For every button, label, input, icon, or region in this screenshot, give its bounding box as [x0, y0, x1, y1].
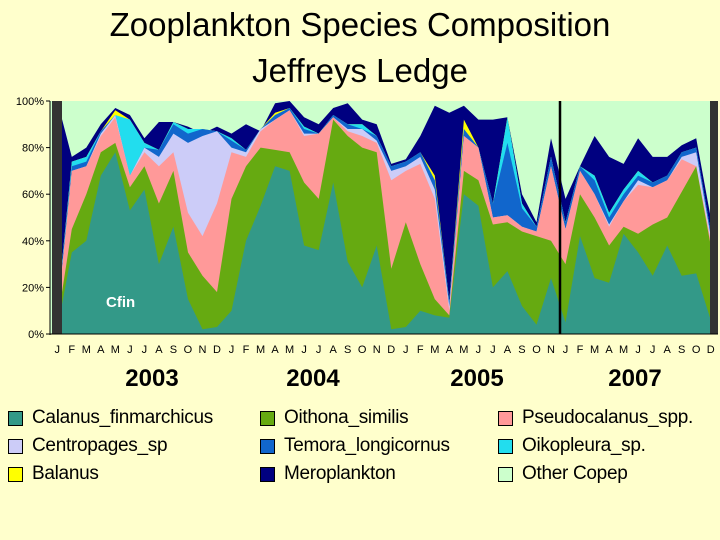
- legend-label: Oithona_similis: [284, 407, 409, 428]
- legend-label: Oikopleura_sp.: [522, 435, 646, 456]
- legend-swatch: [498, 410, 513, 426]
- legend-swatch: [8, 466, 23, 482]
- legend-label: Pseudocalanus_spp.: [522, 407, 694, 428]
- x-tick-label: A: [330, 344, 338, 356]
- x-tick-label: J: [403, 344, 409, 356]
- x-tick-label: M: [590, 344, 599, 356]
- legend-label: Temora_longicornus: [284, 435, 450, 456]
- x-tick-label: M: [430, 344, 439, 356]
- right-edge-bar: [710, 101, 718, 334]
- x-tick-label: J: [563, 344, 569, 356]
- x-tick-label: A: [504, 344, 512, 356]
- annotation-cfin: Cfin: [106, 294, 135, 311]
- x-tick-label: N: [547, 344, 555, 356]
- year-label: 2004: [286, 365, 340, 392]
- y-tick-label: 80%: [22, 143, 44, 155]
- legend-item-oikopleura-sp-: Oikopleura_sp.: [498, 434, 646, 458]
- x-tick-label: D: [707, 344, 715, 356]
- legend-swatch: [498, 466, 513, 482]
- x-tick-label: A: [97, 344, 105, 356]
- x-tick-label: M: [82, 344, 91, 356]
- legend-item-pseudocalanus-spp-: Pseudocalanus_spp.: [498, 406, 693, 430]
- x-tick-label: O: [692, 344, 701, 356]
- legend-item-temora-longicornus: Temora_longicornus: [260, 434, 450, 458]
- y-tick-label: 0%: [28, 329, 44, 341]
- x-tick-label: A: [155, 344, 163, 356]
- x-tick-label: M: [619, 344, 628, 356]
- area-oithona-similis: [57, 119, 711, 334]
- y-tick-label: 40%: [22, 236, 44, 248]
- x-tick-label: M: [111, 344, 120, 356]
- legend-label: Centropages_sp: [32, 435, 168, 456]
- x-tick-label: S: [518, 344, 525, 356]
- x-tick-label: D: [387, 344, 395, 356]
- x-tick-label: S: [170, 344, 177, 356]
- x-tick-label: O: [532, 344, 541, 356]
- x-tick-label: M: [256, 344, 265, 356]
- x-tick-label: J: [301, 344, 307, 356]
- legend-swatch: [8, 438, 23, 454]
- legend-item-meroplankton: Meroplankton: [260, 462, 396, 486]
- x-tick-label: M: [285, 344, 294, 356]
- x-tick-label: F: [68, 344, 75, 356]
- area-calanus-finmarchicus: [57, 152, 711, 334]
- x-tick-label: N: [373, 344, 381, 356]
- x-tick-label: A: [605, 344, 613, 356]
- x-tick-label: J: [490, 344, 496, 356]
- legend-swatch: [498, 438, 513, 454]
- x-tick-label: F: [243, 344, 250, 356]
- x-tick-label: A: [271, 344, 279, 356]
- y-tick-label: 100%: [16, 96, 44, 108]
- legend-swatch: [260, 466, 275, 482]
- y-tick-label: 60%: [22, 189, 44, 201]
- x-tick-label: O: [358, 344, 367, 356]
- x-tick-label: A: [446, 344, 454, 356]
- year-label: 2003: [125, 365, 178, 392]
- legend-label: Calanus_finmarchicus: [32, 407, 213, 428]
- x-tick-label: J: [316, 344, 322, 356]
- x-tick-label: J: [229, 344, 235, 356]
- x-tick-label: J: [142, 344, 148, 356]
- x-tick-label: M: [459, 344, 468, 356]
- x-tick-label: J: [55, 344, 61, 356]
- left-edge-bar: [52, 101, 62, 334]
- legend-label: Meroplankton: [284, 463, 396, 484]
- chart-title: Zooplankton Species Composition: [109, 6, 611, 43]
- x-tick-label: S: [678, 344, 685, 356]
- legend-swatch: [260, 410, 275, 426]
- x-tick-label: N: [199, 344, 207, 356]
- x-tick-label: D: [213, 344, 221, 356]
- year-label: 2005: [450, 365, 503, 392]
- legend-label: Balanus: [32, 463, 99, 484]
- x-tick-label: O: [184, 344, 193, 356]
- x-tick-label: S: [344, 344, 351, 356]
- year-label: 2007: [608, 365, 661, 392]
- x-tick-label: J: [476, 344, 482, 356]
- x-tick-label: F: [577, 344, 584, 356]
- chart-subtitle: Jeffreys Ledge: [252, 52, 468, 89]
- x-tick-label: J: [635, 344, 641, 356]
- x-tick-label: F: [417, 344, 424, 356]
- legend-item-calanus-finmarchicus: Calanus_finmarchicus: [8, 406, 213, 430]
- legend-item-balanus: Balanus: [8, 462, 99, 486]
- y-tick-label: 20%: [22, 282, 44, 294]
- legend-item-oithona-similis: Oithona_similis: [260, 406, 409, 430]
- x-tick-label: J: [650, 344, 656, 356]
- legend-item-other-copep: Other Copep: [498, 462, 628, 486]
- legend-item-centropages-sp: Centropages_sp: [8, 434, 168, 458]
- legend-swatch: [260, 438, 275, 454]
- legend-label: Other Copep: [522, 463, 628, 484]
- x-tick-label: A: [664, 344, 672, 356]
- x-tick-label: J: [127, 344, 133, 356]
- legend-swatch: [8, 410, 23, 426]
